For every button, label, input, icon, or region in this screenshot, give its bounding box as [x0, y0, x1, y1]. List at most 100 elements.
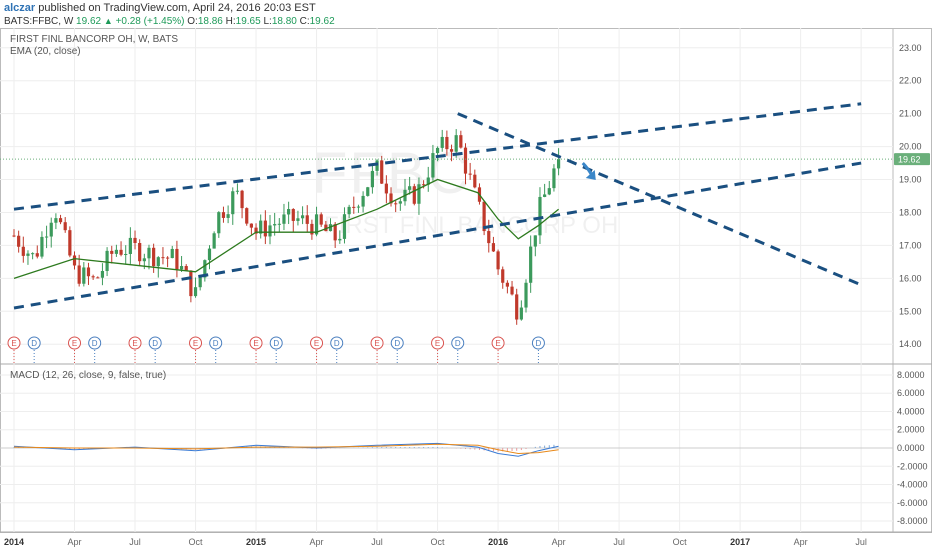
candle-body	[505, 282, 509, 287]
candle-body	[86, 267, 91, 277]
earnings-marker[interactable]	[128, 336, 142, 350]
candle-body	[198, 277, 202, 288]
candle-body	[524, 282, 528, 308]
candle-body	[305, 215, 309, 224]
candle-body	[31, 253, 35, 255]
trendline-1[interactable]	[13, 102, 862, 211]
candle-body	[189, 270, 193, 297]
candle-body	[342, 214, 347, 239]
candle-body	[77, 265, 81, 284]
earnings-marker[interactable]	[310, 336, 324, 350]
candle-body	[370, 170, 375, 188]
candle-body	[417, 184, 421, 204]
candle-body	[510, 286, 514, 295]
price-tick-label: 20.00	[899, 142, 922, 152]
candle-body	[17, 235, 21, 247]
candle-body	[519, 307, 523, 320]
earnings-marker[interactable]	[431, 336, 445, 350]
trendline-3[interactable]	[457, 112, 862, 287]
candle-body	[375, 160, 379, 171]
price-tick-label: 19.00	[899, 175, 922, 185]
candle-body	[347, 206, 351, 215]
candle-body	[240, 190, 244, 209]
candle-body	[445, 136, 449, 150]
candle-body	[54, 218, 58, 223]
legend-title: FIRST FINL BANCORP OH, W, BATS	[10, 34, 178, 45]
candle-body	[547, 188, 551, 195]
earnings-marker[interactable]	[68, 336, 82, 350]
price-change: +0.28 (+1.45%)	[115, 16, 185, 27]
earnings-marker[interactable]	[491, 336, 505, 350]
candle-body	[380, 160, 384, 184]
candle-body	[273, 224, 277, 226]
candle-body	[515, 294, 519, 320]
candle-body	[44, 236, 49, 238]
x-tick-label: Jul	[129, 537, 141, 547]
earnings-marker[interactable]	[7, 336, 21, 350]
high-label: H:	[225, 16, 236, 27]
candle-body	[543, 194, 547, 197]
dividend-marker[interactable]	[269, 336, 283, 350]
earnings-marker-label: E	[314, 339, 319, 348]
earnings-marker[interactable]	[249, 336, 263, 350]
candle-body	[245, 208, 249, 224]
ohlc-header: BATS:FFBC, W 19.62 ▲ +0.28 (+1.45%) O:18…	[4, 15, 335, 28]
candle-body	[314, 214, 319, 235]
candle-body	[138, 243, 142, 262]
x-tick-label: 2014	[4, 537, 24, 547]
dividend-marker[interactable]	[531, 336, 545, 350]
dividend-marker[interactable]	[148, 336, 162, 350]
macd-tick-label: 4.0000	[897, 406, 925, 416]
dividend-marker[interactable]	[88, 336, 102, 350]
published-text: published on TradingView.com, April 24, …	[38, 2, 316, 14]
candle-body	[21, 246, 25, 256]
candle-body	[179, 266, 184, 270]
chart-frame	[0, 28, 932, 533]
dividend-marker[interactable]	[390, 336, 404, 350]
x-tick-label: Apr	[68, 537, 82, 547]
dividend-marker[interactable]	[451, 336, 465, 350]
price-tick-label: 14.00	[899, 339, 922, 349]
candle-body	[35, 253, 39, 257]
last-price-badge	[894, 153, 930, 166]
x-tick-label: Apr	[552, 537, 566, 547]
earnings-marker[interactable]	[370, 336, 384, 350]
dividend-marker[interactable]	[27, 336, 41, 350]
candle-body	[552, 168, 556, 189]
candle-body	[147, 247, 151, 259]
candle-body	[82, 267, 86, 284]
ema-line	[13, 178, 560, 280]
dividend-marker-label: D	[273, 339, 279, 348]
macd-line	[13, 442, 559, 457]
watermark-name: FIRST FINL BANCORP OH	[324, 212, 619, 239]
price-tick-label: 15.00	[899, 306, 922, 316]
trendline-2[interactable]	[13, 161, 862, 310]
candle-body	[193, 287, 198, 297]
x-tick-label: Jul	[371, 537, 383, 547]
x-tick-label: Oct	[673, 537, 688, 547]
candle-body	[300, 215, 305, 219]
author-link[interactable]: alczar	[4, 2, 36, 14]
earnings-marker[interactable]	[189, 336, 203, 350]
dividend-marker[interactable]	[209, 336, 223, 350]
candle-body	[389, 193, 393, 204]
price-tick-label: 22.00	[899, 76, 922, 86]
x-tick-label: 2017	[730, 537, 750, 547]
macd-tick-label: 2.0000	[897, 425, 925, 435]
legend-macd: MACD (12, 26, close, 9, false, true)	[10, 370, 167, 381]
candle-body	[366, 187, 370, 196]
x-tick-label: Jul	[855, 537, 867, 547]
price-tick-label: 23.00	[899, 43, 922, 53]
candle-body	[91, 276, 95, 278]
earnings-marker-label: E	[11, 339, 16, 348]
dividend-marker[interactable]	[330, 336, 344, 350]
earnings-marker-label: E	[132, 339, 137, 348]
candle-body	[40, 236, 44, 257]
price-tick-label: 16.00	[899, 273, 922, 283]
candle-body	[217, 212, 221, 234]
candle-body	[207, 248, 212, 261]
earnings-marker-label: E	[374, 339, 379, 348]
candle-body	[319, 214, 323, 225]
candle-body	[124, 254, 128, 256]
